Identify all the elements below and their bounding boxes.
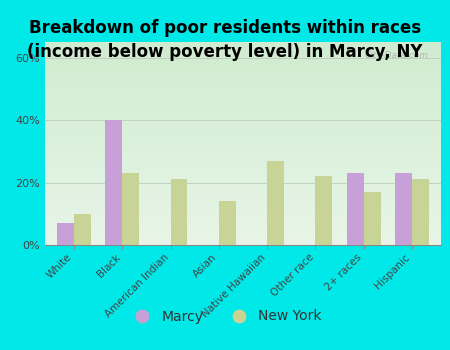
Bar xyxy=(364,192,381,245)
Bar xyxy=(315,176,333,245)
Bar xyxy=(347,173,364,245)
Bar xyxy=(105,120,122,245)
Bar xyxy=(74,214,91,245)
Bar xyxy=(412,180,429,245)
Legend: Marcy, New York: Marcy, New York xyxy=(123,304,327,329)
Text: Breakdown of poor residents within races
(income below poverty level) in Marcy, : Breakdown of poor residents within races… xyxy=(27,19,423,61)
Bar xyxy=(171,180,188,245)
Text: City-Data.com: City-Data.com xyxy=(365,51,429,60)
Bar xyxy=(395,173,412,245)
Bar xyxy=(122,173,139,245)
Bar xyxy=(267,161,284,245)
Bar xyxy=(57,223,74,245)
Bar xyxy=(219,201,236,245)
